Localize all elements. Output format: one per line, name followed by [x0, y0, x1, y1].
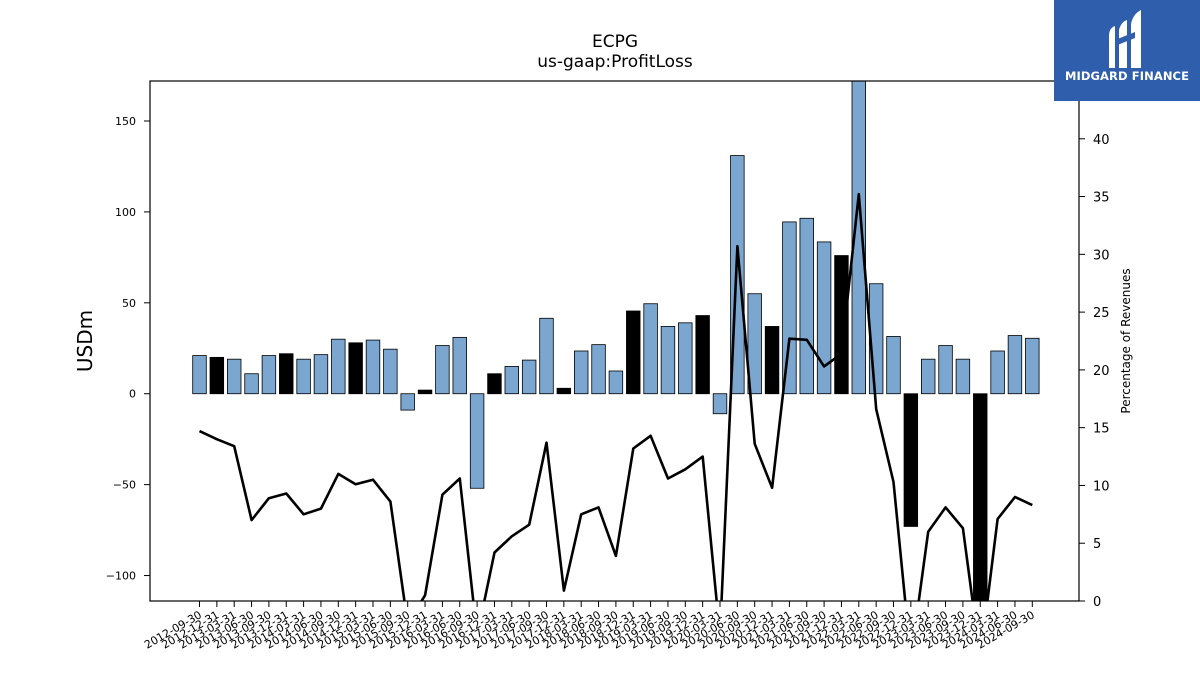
y-tick-label: 0: [129, 388, 136, 401]
y2-tick-label: 15: [1093, 422, 1110, 437]
bar: [192, 355, 207, 395]
y2-tick-label: 35: [1093, 191, 1110, 206]
plot-frame: [149, 80, 1080, 602]
bar: [816, 241, 832, 395]
bar: [313, 354, 329, 395]
bar: [921, 358, 936, 395]
bar: [574, 350, 589, 395]
y-tick-label: −100: [106, 570, 136, 583]
bar: [747, 293, 762, 395]
bar: [1025, 337, 1040, 395]
y2-tick-label: 0: [1093, 595, 1101, 610]
bar: [209, 356, 225, 395]
bar: [591, 344, 606, 395]
bar: [452, 336, 467, 395]
bar: [244, 373, 259, 395]
y-tick-label: 100: [115, 206, 136, 219]
bar: [886, 336, 901, 395]
bar: [365, 339, 381, 395]
bar: [834, 255, 849, 395]
bar: [643, 303, 658, 395]
y2-tick-label: 40: [1093, 133, 1110, 148]
bar: [712, 393, 728, 415]
bar: [296, 358, 311, 395]
y-tick-label: −50: [113, 479, 136, 492]
y-tick-label: 50: [122, 297, 136, 310]
bar: [1007, 335, 1023, 395]
bar: [348, 342, 363, 395]
bar: [261, 355, 277, 395]
bar: [990, 350, 1005, 395]
bar: [851, 81, 867, 395]
y2-tick-label: 10: [1093, 479, 1110, 494]
bar: [782, 221, 797, 395]
bar: [973, 393, 988, 601]
bar: [695, 315, 710, 395]
y2-axis-label: Percentage of Revenues: [1119, 268, 1133, 413]
chart-subtitle: us-gaap:ProfitLoss: [537, 52, 693, 72]
bar: [417, 389, 433, 395]
logo-text: MIDGARD FINANCE: [1064, 69, 1190, 83]
bar: [903, 393, 919, 527]
bar: [539, 317, 554, 395]
bar: [226, 358, 242, 395]
bar: [487, 373, 502, 395]
y2-tick-label: 20: [1093, 364, 1110, 379]
midgard-finance-logo: MIDGARD FINANCE: [1054, 0, 1200, 101]
bar: [469, 393, 485, 489]
y2-tick-label: 30: [1093, 248, 1110, 263]
bar: [279, 353, 294, 395]
chart-title: ECPG: [591, 32, 639, 52]
bar: [660, 326, 676, 395]
series-line: [198, 192, 1033, 601]
bar: [678, 322, 693, 395]
bar: [556, 387, 572, 395]
bar: [521, 359, 537, 395]
y2-tick-label: 25: [1093, 306, 1110, 321]
y-tick-label: 150: [115, 115, 136, 128]
midgard-logo-mark-icon: [1109, 10, 1141, 68]
bar: [608, 370, 624, 395]
bar: [799, 217, 814, 395]
bar: [435, 345, 450, 395]
bar: [504, 366, 520, 395]
bar: [955, 358, 971, 395]
y2-tick-label: 5: [1093, 537, 1101, 552]
bar: [626, 310, 641, 395]
bar: [400, 393, 415, 411]
bar: [331, 338, 346, 395]
y-axis-label: USDm: [73, 310, 97, 372]
bar: [938, 345, 953, 395]
bar: [764, 326, 780, 395]
bar: [383, 348, 398, 395]
